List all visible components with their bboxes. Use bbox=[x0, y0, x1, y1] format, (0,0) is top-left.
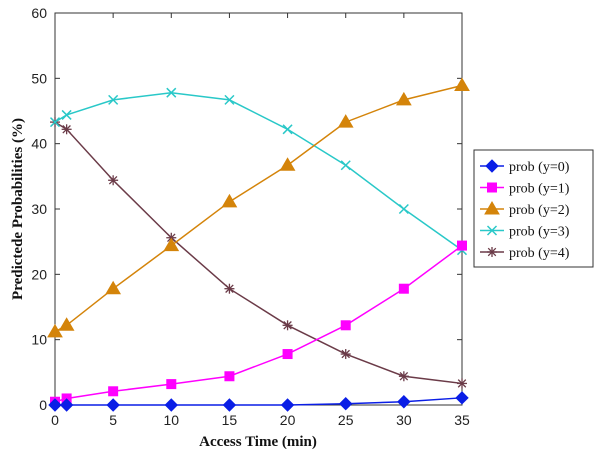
data-point-0-0 bbox=[48, 398, 62, 412]
data-point-0-3 bbox=[164, 398, 178, 412]
legend-label: prob (y=2) bbox=[509, 203, 570, 218]
data-point-4-1 bbox=[61, 124, 72, 135]
legend-item-0: prob (y=0) bbox=[480, 159, 570, 175]
legend-items: prob (y=0) prob (y=1) prob (y=2) prob (y=3)… bbox=[480, 159, 570, 261]
y-tick-label: 60 bbox=[31, 5, 47, 21]
legend-marker bbox=[485, 159, 499, 173]
series-layer bbox=[47, 77, 470, 412]
data-point-3-7 bbox=[398, 203, 409, 215]
data-point-4-2 bbox=[108, 175, 119, 186]
x-axis-title: Access Time (min) bbox=[199, 434, 317, 450]
legend-item-3: prob (y=3) bbox=[480, 225, 570, 240]
data-point-2-3 bbox=[163, 237, 180, 252]
data-point-0-4 bbox=[222, 398, 237, 412]
data-point-2-1 bbox=[58, 317, 75, 331]
legend-item-1: prob (y=1) bbox=[480, 182, 570, 197]
data-point-1-2 bbox=[108, 386, 119, 397]
data-point-4-4 bbox=[224, 283, 235, 294]
legend: prob (y=0) prob (y=1) prob (y=2) prob (y=3)… bbox=[473, 149, 594, 268]
legend-label: prob (y=0) bbox=[509, 160, 570, 175]
data-point-4-5 bbox=[282, 320, 293, 331]
data-point-3-0 bbox=[49, 117, 61, 128]
data-point-0-2 bbox=[106, 398, 120, 412]
y-axis-title: Predictede Probabilities (%) bbox=[10, 118, 26, 300]
legend-marker bbox=[484, 201, 500, 215]
data-point-1-4 bbox=[224, 371, 235, 382]
data-point-2-0 bbox=[47, 323, 63, 338]
data-point-3-2 bbox=[108, 94, 119, 105]
data-point-3-5 bbox=[282, 124, 293, 135]
data-point-1-5 bbox=[282, 349, 293, 360]
x-tick-label: 35 bbox=[454, 412, 470, 428]
y-tick-label: 0 bbox=[39, 397, 47, 413]
data-point-0-7 bbox=[397, 395, 411, 409]
plot-area bbox=[54, 12, 463, 406]
x-tick-label: 15 bbox=[222, 412, 238, 428]
x-tick-label: 10 bbox=[163, 412, 179, 428]
data-point-3-3 bbox=[166, 87, 177, 98]
legend-label: prob (y=3) bbox=[509, 225, 570, 240]
x-tick-label: 20 bbox=[280, 412, 296, 428]
series-2 bbox=[47, 77, 470, 338]
data-point-3-4 bbox=[224, 94, 235, 105]
series-3 bbox=[49, 87, 468, 256]
data-point-3-1 bbox=[61, 109, 72, 120]
data-point-3-6 bbox=[340, 160, 351, 171]
data-point-2-4 bbox=[221, 193, 238, 208]
x-tick-label: 25 bbox=[338, 412, 354, 428]
data-point-0-6 bbox=[339, 396, 353, 411]
x-tick-label: 0 bbox=[51, 412, 59, 428]
data-point-2-8 bbox=[454, 77, 470, 92]
data-point-0-1 bbox=[59, 398, 74, 412]
data-point-2-6 bbox=[337, 114, 354, 128]
data-point-1-3 bbox=[166, 379, 177, 390]
data-point-1-7 bbox=[398, 283, 409, 294]
data-point-0-8 bbox=[455, 391, 469, 405]
legend-marker bbox=[487, 247, 497, 257]
series-4 bbox=[50, 117, 467, 389]
data-point-4-8 bbox=[457, 378, 467, 389]
legend-label: prob (y=4) bbox=[509, 246, 570, 261]
y-tick-label: 50 bbox=[31, 70, 47, 86]
y-tick-label: 30 bbox=[31, 201, 47, 217]
x-tick-label: 30 bbox=[396, 412, 412, 428]
legend-item-2: prob (y=2) bbox=[480, 201, 570, 218]
y-tick-label: 20 bbox=[31, 266, 47, 282]
legend-marker bbox=[487, 182, 497, 193]
data-point-2-2 bbox=[105, 280, 122, 295]
legend-marker bbox=[486, 225, 498, 236]
series-0 bbox=[48, 391, 469, 412]
data-point-1-8 bbox=[457, 240, 467, 251]
data-point-0-5 bbox=[280, 398, 295, 412]
x-tick-label: 5 bbox=[109, 412, 117, 428]
axis-ticks: 0 5 10 15 20 25 30 35 0 10 20 30 40 50 60 bbox=[31, 5, 470, 428]
data-point-2-7 bbox=[395, 91, 412, 106]
legend-item-4: prob (y=4) bbox=[480, 246, 570, 261]
data-point-4-6 bbox=[340, 349, 351, 360]
y-tick-label: 40 bbox=[31, 136, 47, 152]
data-point-4-7 bbox=[398, 371, 409, 382]
data-point-1-6 bbox=[340, 320, 351, 331]
data-point-2-5 bbox=[279, 157, 296, 171]
series-1 bbox=[50, 240, 467, 407]
legend-label: prob (y=1) bbox=[509, 182, 570, 197]
y-tick-label: 10 bbox=[31, 332, 47, 348]
